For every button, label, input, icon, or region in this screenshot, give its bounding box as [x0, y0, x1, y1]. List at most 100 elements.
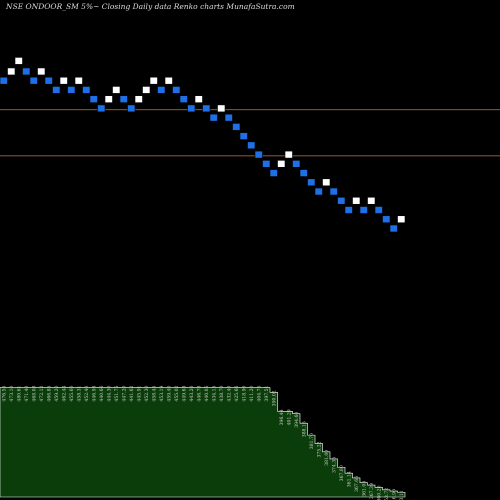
reference-lines	[0, 109, 500, 157]
renko-brick	[187, 104, 196, 113]
volume-label: 360.20	[376, 485, 382, 500]
renko-brick	[374, 206, 383, 214]
volume-panel	[0, 387, 406, 498]
renko-brick	[284, 150, 293, 159]
renko-brick	[119, 95, 128, 103]
renko-brick	[74, 76, 83, 85]
volume-label: 440.05	[204, 385, 210, 401]
renko-brick	[352, 196, 361, 205]
renko-bricks	[0, 57, 406, 233]
volume-label: 411.20	[249, 385, 255, 401]
volume-label: 453.19	[159, 385, 165, 401]
volume-area	[0, 387, 406, 498]
renko-brick	[254, 150, 263, 159]
renko-brick	[277, 160, 286, 168]
volume-label: 468.08	[31, 385, 37, 401]
renko-brick	[0, 76, 8, 85]
chart-title: NSE ONDOOR_SM 5%~ Closing Daily data Ren…	[5, 2, 295, 11]
volume-label: 445.91	[136, 385, 142, 401]
renko-brick	[359, 206, 368, 214]
renko-brick	[164, 76, 173, 85]
renko-brick	[172, 86, 181, 94]
renko-brick	[52, 86, 61, 94]
renko-brick	[44, 76, 53, 85]
volume-label: 396.44	[279, 409, 285, 425]
volume-label: 458.45	[151, 385, 157, 401]
volume-label: 432.40	[226, 385, 232, 401]
renko-brick	[157, 86, 166, 94]
renko-brick	[112, 86, 121, 94]
renko-brick	[37, 67, 46, 76]
renko-brick	[149, 76, 158, 85]
volume-label: 388.15	[301, 421, 307, 437]
renko-brick	[179, 95, 188, 103]
renko-brick	[202, 104, 211, 113]
volume-label: 425.66	[234, 385, 240, 401]
volume-label: 452.40	[84, 385, 90, 401]
volume-label: 473.10	[9, 385, 15, 401]
volume-label: 476.55	[1, 385, 7, 401]
volume-label: 440.66	[99, 385, 105, 401]
volume-label: 443.20	[189, 385, 195, 401]
renko-brick	[344, 206, 353, 214]
volume-label: 361.14	[346, 471, 352, 487]
volume-label: 455.60	[69, 385, 75, 401]
volume-label: 452.30	[144, 385, 150, 401]
renko-brick	[337, 196, 346, 205]
renko-brick	[67, 86, 76, 94]
volume-label: 444.30	[106, 385, 112, 401]
volume-label: 446.78	[196, 385, 202, 401]
volume-label: 367.66	[354, 476, 360, 492]
volume-label: 449.63	[181, 385, 187, 401]
renko-brick	[322, 178, 331, 187]
volume-label: 451.75	[114, 385, 120, 401]
volume-label: 459.40	[166, 385, 172, 401]
renko-brick	[217, 104, 226, 113]
volume-label: 455.02	[174, 385, 180, 401]
volume-label: 480.61	[16, 385, 22, 401]
volume-label: 367.80	[339, 465, 345, 481]
volume-label: 472.12	[39, 385, 45, 401]
renko-brick	[29, 76, 38, 85]
volume-label: 458.31	[76, 385, 82, 401]
renko-brick	[329, 187, 338, 196]
renko-brick	[247, 141, 256, 150]
volume-label: 418.90	[241, 385, 247, 401]
renko-brick	[97, 104, 106, 113]
renko-brick	[89, 95, 98, 103]
renko-brick	[14, 57, 23, 65]
renko-brick	[262, 160, 271, 168]
volume-label: 466.85	[46, 385, 52, 401]
renko-brick	[314, 187, 323, 196]
volume-label: 374.35	[331, 457, 337, 473]
volume-label-group: 476.55 473.10 480.61 471.40 468.08 472.12 466.…	[1, 385, 405, 500]
volume-label: 471.40	[24, 385, 30, 401]
volume-label: 394.60	[294, 412, 300, 428]
renko-brick	[269, 169, 278, 177]
renko-brick	[127, 104, 136, 113]
renko-brick	[224, 113, 233, 122]
renko-brick	[239, 132, 248, 140]
renko-brick	[367, 196, 376, 205]
renko-brick	[209, 113, 218, 122]
renko-brick	[194, 95, 203, 103]
volume-label: 375.22	[316, 441, 322, 457]
renko-brick	[397, 215, 406, 224]
renko-brick	[59, 76, 68, 85]
volume-label: 353.72	[384, 488, 390, 500]
volume-label: 381.70	[309, 433, 315, 449]
volume-label: 447.20	[121, 385, 127, 401]
volume-label: 353.11	[399, 490, 405, 500]
renko-brick	[82, 86, 91, 94]
volume-label: 434.15	[211, 385, 217, 401]
renko-brick	[142, 86, 151, 94]
renko-brick	[232, 123, 241, 131]
renko-brick	[307, 178, 316, 187]
renko-brick	[382, 215, 391, 224]
volume-label: 462.44	[61, 385, 67, 401]
volume-label: 367.39	[369, 483, 375, 499]
volume-label: 381.00	[324, 450, 330, 466]
renko-brick	[299, 169, 308, 177]
volume-label: 397.51	[264, 385, 270, 401]
